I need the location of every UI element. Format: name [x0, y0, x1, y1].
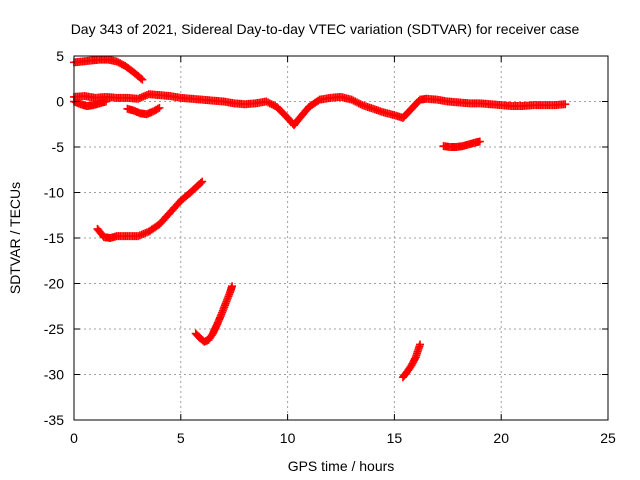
- x-tick-label: 20: [493, 430, 509, 446]
- interpolated-marks: [404, 362, 415, 375]
- data-point: [262, 97, 271, 106]
- interpolated-marks: [205, 331, 216, 343]
- data-point: [198, 177, 207, 186]
- data-point: [561, 100, 570, 109]
- chart-title: Day 343 of 2021, Sidereal Day-to-day VTE…: [71, 21, 580, 37]
- interpolated-marks: [226, 283, 236, 296]
- y-tick-label: 0: [56, 94, 64, 110]
- series-arc3: [439, 137, 484, 151]
- x-axis-label: GPS time / hours: [288, 458, 395, 474]
- interpolated-marks: [274, 104, 291, 121]
- y-tick-label: -25: [44, 321, 64, 337]
- interpolated-marks: [349, 96, 365, 109]
- data-point: [475, 137, 484, 146]
- interpolated-marks: [400, 369, 411, 380]
- interpolated-marks: [78, 100, 90, 110]
- interpolated-marks: [178, 188, 195, 204]
- interpolated-marks: [188, 178, 205, 195]
- interpolated-marks: [264, 98, 280, 111]
- data-point: [155, 103, 164, 112]
- y-tick-label: -35: [44, 412, 64, 428]
- y-tick-label: -30: [44, 367, 64, 383]
- interpolated-marks: [291, 117, 302, 128]
- interpolated-marks: [466, 138, 478, 148]
- x-tick-label: 0: [70, 430, 78, 446]
- series-top: [70, 55, 147, 84]
- data-point: [347, 95, 356, 104]
- interpolated-marks: [131, 69, 145, 83]
- axis-layer: 0 5 10 15 20 25 5 0 -5 -10 -15 -20 -25 -30 -35: [44, 48, 616, 446]
- data-point: [138, 75, 147, 84]
- interpolated-marks: [295, 104, 312, 123]
- interpolated-marks: [460, 140, 472, 150]
- series-main: [70, 90, 570, 130]
- interpolated-marks: [408, 96, 423, 112]
- data-point: [416, 340, 425, 349]
- series-arc1: [93, 177, 207, 242]
- data-point: [228, 282, 237, 291]
- interpolated-marks: [94, 226, 107, 240]
- interpolated-marks: [114, 58, 128, 70]
- interpolated-marks: [156, 209, 173, 227]
- plot-frame: [73, 55, 609, 421]
- interpolated-marks: [125, 105, 137, 115]
- interpolated-marks: [97, 97, 109, 107]
- interpolated-marks: [197, 335, 207, 345]
- interpolated-marks: [408, 354, 419, 368]
- x-tick-label: 10: [280, 430, 296, 446]
- interpolated-marks: [71, 98, 83, 108]
- y-tick-label: -5: [52, 139, 65, 155]
- y-axis-label: SDTVAR / TECUs: [7, 182, 23, 294]
- interpolated-marks: [400, 106, 415, 121]
- interpolated-marks: [107, 232, 120, 242]
- series-arc2: [191, 282, 237, 346]
- interpolated-marks: [122, 63, 137, 76]
- interpolated-marks: [192, 330, 203, 341]
- interpolated-marks: [150, 104, 162, 115]
- grid-layer: [74, 56, 608, 420]
- y-tick-label: -10: [44, 185, 64, 201]
- interpolated-marks: [306, 96, 323, 110]
- interpolated-marks: [90, 99, 103, 109]
- x-tick-label: 25: [600, 430, 616, 446]
- interpolated-marks: [146, 221, 162, 235]
- interpolated-marks: [131, 107, 143, 117]
- interpolated-marks: [167, 198, 184, 216]
- series-arc4: [398, 340, 425, 382]
- interpolated-marks: [201, 336, 212, 346]
- data-point: [102, 97, 111, 106]
- y-tick-label: -20: [44, 276, 64, 292]
- x-tick-label: 5: [177, 430, 185, 446]
- series-dip: [123, 103, 164, 119]
- interpolated-marks: [144, 108, 156, 118]
- data-layer: [70, 55, 570, 382]
- y-tick-label: 5: [56, 48, 64, 64]
- y-tick-label: -15: [44, 230, 64, 246]
- x-tick-label: 15: [387, 430, 403, 446]
